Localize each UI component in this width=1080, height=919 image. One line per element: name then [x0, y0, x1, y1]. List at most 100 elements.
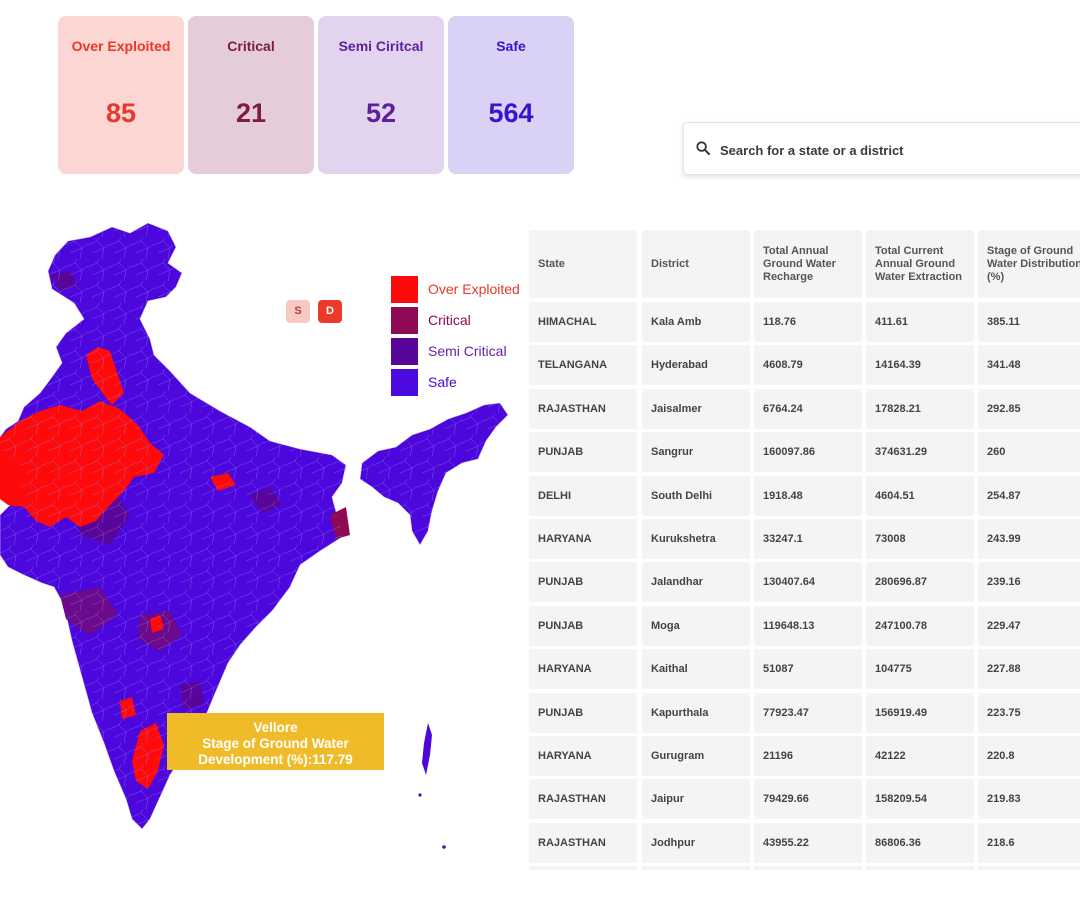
table-row[interactable]: RAJASTHAN Jaipur 79429.66 158209.54 219.83: [529, 779, 1080, 820]
cell-district: Kala Amb: [642, 302, 750, 342]
cell-extraction: 280696.87: [866, 562, 974, 603]
cell-extraction: 158209.54: [866, 779, 974, 820]
table-header-row: State District Total Annual Ground Water…: [529, 230, 1080, 298]
legend-swatch: [391, 369, 418, 396]
legend-swatch: [391, 338, 418, 365]
summary-card-over-exploited: Over Exploited 85: [58, 16, 184, 174]
summary-card-title: Over Exploited: [71, 38, 171, 54]
cell-district: Jaisalmer: [642, 388, 750, 429]
cell-state: TELANGANA: [529, 345, 637, 386]
cell-district: Hyderabad: [642, 345, 750, 386]
cell-recharge: 43955.22: [754, 822, 862, 863]
cell-district: Kaithal: [642, 649, 750, 690]
cell-state: RAJASTHAN: [529, 822, 637, 863]
summary-card-title: Safe: [496, 38, 526, 54]
cell-extraction: 247100.78: [866, 605, 974, 646]
cell-stage: 239.16: [978, 562, 1080, 603]
header-stage[interactable]: Stage of Ground Water Distribution (%): [978, 230, 1080, 298]
search-box[interactable]: [683, 122, 1080, 175]
table-row[interactable]: RAJASTHAN Jaisalmer 6764.24 17828.21 292.85: [529, 388, 1080, 429]
summary-card-count: 21: [235, 98, 267, 128]
tooltip-metric-label: Stage of Ground Water: [202, 736, 349, 751]
cell-recharge: 77923.47: [754, 692, 862, 733]
header-state[interactable]: State: [529, 230, 637, 298]
cell-state: RAJASTHAN: [529, 388, 637, 429]
table-cell: [529, 866, 637, 870]
table-row[interactable]: PUNJAB Kapurthala 77923.47 156919.49 223.75: [529, 692, 1080, 733]
cell-extraction: 86806.36: [866, 822, 974, 863]
cell-recharge: 1918.48: [754, 475, 862, 516]
cell-district: Moga: [642, 605, 750, 646]
cell-recharge: 51087: [754, 649, 862, 690]
header-extraction[interactable]: Total Current Annual Ground Water Extrac…: [866, 230, 974, 298]
table-row[interactable]: HIMACHAL Kala Amb 118.76 411.61 385.11: [529, 302, 1080, 342]
table-row[interactable]: HARYANA Kaithal 51087 104775 227.88: [529, 649, 1080, 690]
cell-stage: 218.6: [978, 822, 1080, 863]
map-districts[interactable]: [0, 222, 509, 849]
table-row[interactable]: PUNJAB Sangrur 160097.86 374631.29 260: [529, 432, 1080, 473]
cell-state: HARYANA: [529, 649, 637, 690]
legend-label: Over Exploited: [428, 281, 520, 297]
cell-recharge: 21196: [754, 736, 862, 776]
cell-recharge: 118.76: [754, 302, 862, 342]
cell-district: Jodhpur: [642, 822, 750, 863]
cell-state: RAJASTHAN: [529, 779, 637, 820]
cell-extraction: 156919.49: [866, 692, 974, 733]
groundwater-table: State District Total Annual Ground Water…: [529, 230, 1080, 870]
cell-district: South Delhi: [642, 475, 750, 516]
tooltip-district: Vellore: [253, 720, 298, 735]
summary-card-count: 85: [105, 98, 137, 128]
summary-card-semi-critical: Semi Ciritcal 52: [318, 16, 444, 174]
table-cell: [642, 866, 750, 870]
tooltip-metric-value: Development (%):117.79: [198, 752, 353, 767]
cell-state: PUNJAB: [529, 692, 637, 733]
cell-state: HARYANA: [529, 519, 637, 559]
summary-card-count: 564: [488, 98, 534, 128]
table-row-partial: [529, 866, 1080, 870]
summary-card-critical: Critical 21: [188, 16, 314, 174]
cell-extraction: 14164.39: [866, 345, 974, 386]
cell-state: HARYANA: [529, 736, 637, 776]
cell-stage: 227.88: [978, 649, 1080, 690]
table-cell: [754, 866, 862, 870]
district-toggle-button[interactable]: D: [318, 300, 342, 323]
table-row[interactable]: HARYANA Gurugram 21196 42122 220.8: [529, 736, 1080, 776]
legend-label: Semi Critical: [428, 343, 507, 359]
cell-stage: 243.99: [978, 519, 1080, 559]
state-toggle-button[interactable]: S: [286, 300, 310, 323]
cell-stage: 229.47: [978, 605, 1080, 646]
summary-card-count: 52: [365, 98, 397, 128]
cell-state: PUNJAB: [529, 562, 637, 603]
cell-stage: 292.85: [978, 388, 1080, 429]
india-groundwater-map[interactable]: [0, 215, 530, 865]
cell-recharge: 33247.1: [754, 519, 862, 559]
table-row[interactable]: RAJASTHAN Jodhpur 43955.22 86806.36 218.6: [529, 822, 1080, 863]
legend-swatch: [391, 276, 418, 303]
cell-recharge: 4608.79: [754, 345, 862, 386]
table-row[interactable]: PUNJAB Moga 119648.13 247100.78 229.47: [529, 605, 1080, 646]
cell-district: Gurugram: [642, 736, 750, 776]
cell-recharge: 130407.64: [754, 562, 862, 603]
cell-district: Jalandhar: [642, 562, 750, 603]
cell-stage: 220.8: [978, 736, 1080, 776]
summary-card-safe: Safe 564: [448, 16, 574, 174]
cell-extraction: 374631.29: [866, 432, 974, 473]
cell-stage: 385.11: [978, 302, 1080, 342]
header-district[interactable]: District: [642, 230, 750, 298]
table-row[interactable]: TELANGANA Hyderabad 4608.79 14164.39 341.48: [529, 345, 1080, 386]
cell-recharge: 79429.66: [754, 779, 862, 820]
summary-card-title: Critical: [227, 38, 275, 54]
search-input[interactable]: [718, 137, 1080, 163]
cell-recharge: 160097.86: [754, 432, 862, 473]
table-row[interactable]: PUNJAB Jalandhar 130407.64 280696.87 239.16: [529, 562, 1080, 603]
cell-extraction: 42122: [866, 736, 974, 776]
cell-extraction: 411.61: [866, 302, 974, 342]
table-row[interactable]: HARYANA Kurukshetra 33247.1 73008 243.99: [529, 519, 1080, 559]
cell-stage: 341.48: [978, 345, 1080, 386]
summary-card-title: Semi Ciritcal: [338, 38, 424, 54]
cell-recharge: 6764.24: [754, 388, 862, 429]
table-row[interactable]: DELHI South Delhi 1918.48 4604.51 254.87: [529, 475, 1080, 516]
legend-swatch: [391, 307, 418, 334]
header-recharge[interactable]: Total Annual Ground Water Recharge: [754, 230, 862, 298]
cell-state: HIMACHAL: [529, 302, 637, 342]
